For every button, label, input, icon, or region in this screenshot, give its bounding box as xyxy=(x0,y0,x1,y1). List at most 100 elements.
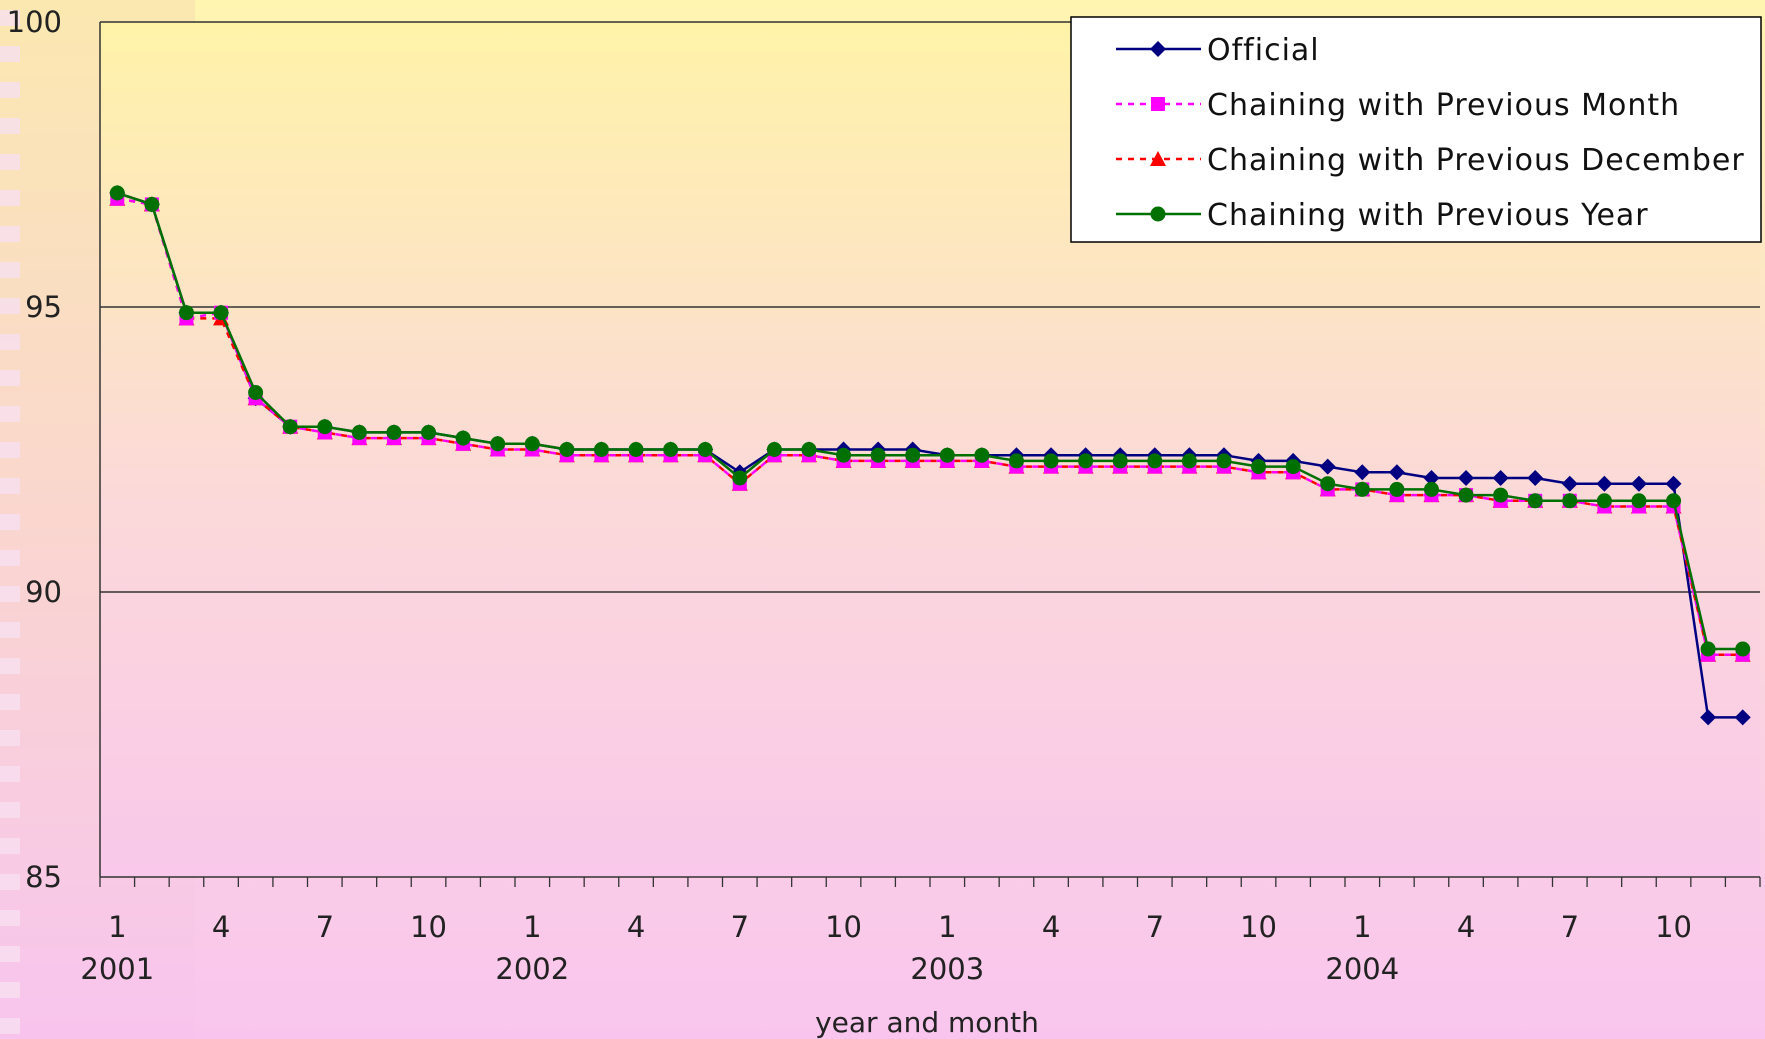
edge-stripe xyxy=(0,730,20,746)
data-point xyxy=(1354,464,1371,481)
x-tick-month: 4 xyxy=(212,910,230,944)
data-point xyxy=(144,196,160,212)
data-point xyxy=(663,442,679,457)
x-tick-month: 4 xyxy=(627,910,645,944)
edge-stripe xyxy=(0,370,20,386)
data-point xyxy=(1527,470,1544,486)
data-point xyxy=(939,447,955,463)
data-point xyxy=(248,385,264,400)
edge-stripe xyxy=(0,154,20,170)
edge-stripe xyxy=(0,334,20,350)
data-point xyxy=(1423,470,1440,486)
edge-stripe xyxy=(0,298,20,314)
data-point xyxy=(801,442,817,457)
x-tick-month: 10 xyxy=(825,910,862,944)
edge-stripe xyxy=(0,118,20,134)
data-point xyxy=(490,436,506,452)
data-point xyxy=(1251,459,1267,475)
data-point xyxy=(421,424,437,440)
legend: Official Chaining with Previous Month Chai… xyxy=(1070,16,1762,243)
data-point xyxy=(1112,453,1128,469)
edge-stripe xyxy=(0,658,20,674)
data-point xyxy=(1043,453,1059,469)
edge-stripe xyxy=(0,10,20,26)
data-point xyxy=(109,185,125,201)
data-point xyxy=(317,419,333,435)
edge-stripe xyxy=(0,586,20,602)
data-point xyxy=(1666,493,1682,509)
x-tick-year: 2001 xyxy=(80,952,154,986)
edge-stripe xyxy=(0,838,20,854)
data-point xyxy=(1596,475,1613,492)
data-point xyxy=(559,442,575,457)
edge-stripe xyxy=(0,622,20,638)
data-point xyxy=(905,447,921,463)
data-point xyxy=(732,470,748,486)
data-point xyxy=(1319,458,1336,475)
edge-stripe xyxy=(0,1018,20,1034)
x-tick-month: 1 xyxy=(938,910,956,944)
x-tick-month: 1 xyxy=(1353,910,1371,944)
y-tick-label: 100 xyxy=(7,5,62,39)
data-point xyxy=(455,430,471,446)
legend-swatch-marker xyxy=(1150,151,1166,166)
edge-stripe xyxy=(0,874,20,890)
data-point xyxy=(1630,475,1647,492)
data-point xyxy=(524,436,540,452)
legend-swatch-marker xyxy=(1151,97,1165,111)
x-tick-month: 7 xyxy=(316,910,334,944)
data-point xyxy=(836,447,852,463)
edge-stripe xyxy=(0,514,20,530)
legend-box xyxy=(1070,16,1762,243)
series-circle xyxy=(109,185,1751,657)
data-point xyxy=(1734,709,1751,726)
data-point xyxy=(870,447,886,463)
legend-label: Chaining with Previous Year xyxy=(1207,198,1649,233)
data-point xyxy=(1665,475,1682,492)
x-tick-month: 10 xyxy=(1240,910,1277,944)
data-point xyxy=(1285,459,1301,475)
y-tick-label: 85 xyxy=(25,860,62,894)
data-point xyxy=(1078,453,1094,469)
data-point xyxy=(1735,641,1751,657)
legend-label: Chaining with Previous December xyxy=(1207,143,1745,178)
series-group xyxy=(109,185,1751,726)
edge-stripe xyxy=(0,982,20,998)
x-tick-month: 4 xyxy=(1457,910,1475,944)
data-point xyxy=(282,419,298,435)
data-point xyxy=(1388,464,1405,481)
edge-stripe xyxy=(0,910,20,926)
data-point xyxy=(1562,493,1578,509)
x-tick-month: 1 xyxy=(523,910,541,944)
data-point xyxy=(766,442,782,457)
x-tick-month: 4 xyxy=(1042,910,1060,944)
data-point xyxy=(1354,481,1370,497)
data-point xyxy=(1458,470,1475,486)
data-point xyxy=(1561,475,1578,492)
x-tick-labels: 1 2001 4 7 10 1 2002 4 7 10 1 2003 4 7 10 1 2004 4 7 10 xyxy=(80,910,1692,986)
data-point xyxy=(1596,493,1612,509)
data-point xyxy=(974,447,990,463)
x-tick-month: 1 xyxy=(108,910,126,944)
data-point xyxy=(593,442,609,457)
data-point xyxy=(213,305,229,321)
data-point xyxy=(1700,641,1716,657)
axes xyxy=(99,22,1761,887)
data-point xyxy=(1458,487,1474,503)
data-point xyxy=(1700,709,1717,726)
edge-stripe xyxy=(0,262,20,278)
data-point xyxy=(351,424,367,440)
edge-stripe xyxy=(0,766,20,782)
data-point xyxy=(1389,481,1405,497)
data-point xyxy=(1493,487,1509,503)
data-point xyxy=(1181,453,1197,469)
data-point xyxy=(1216,453,1232,469)
edge-stripe xyxy=(0,406,20,422)
data-point xyxy=(697,442,713,457)
legend-label: Official xyxy=(1207,33,1320,68)
y-tick-label: 95 xyxy=(25,290,62,324)
data-point xyxy=(1492,470,1509,486)
data-point xyxy=(628,442,644,457)
x-tick-month: 10 xyxy=(1655,910,1692,944)
